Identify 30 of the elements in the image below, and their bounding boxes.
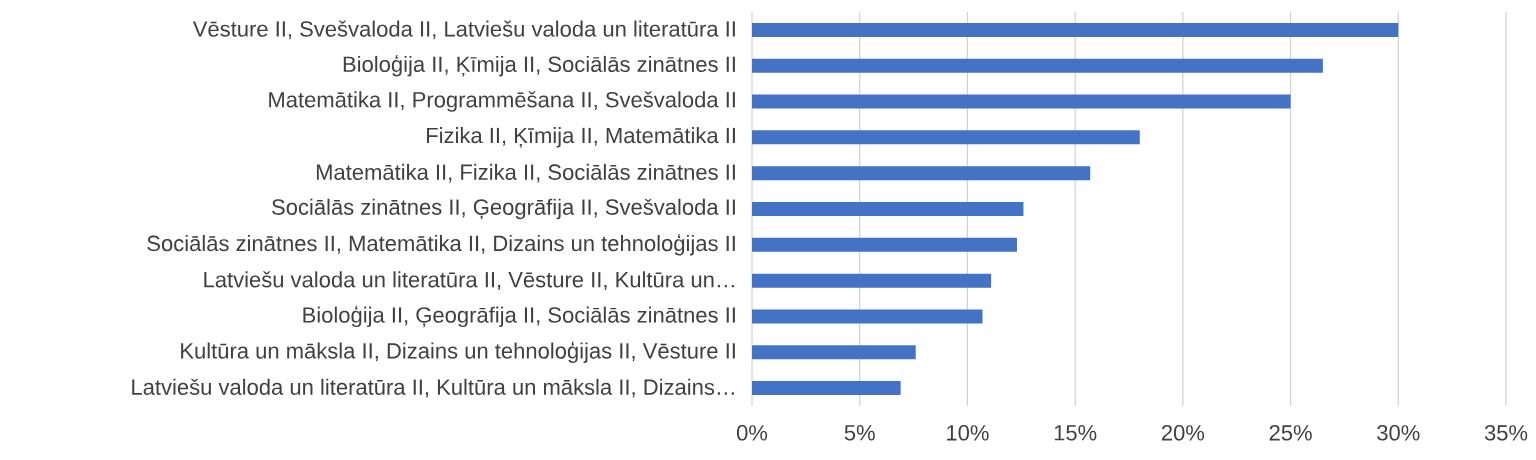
y-tick-label: Latviešu valoda un literatūra II, Vēsture II, Kultūra un… [204,271,734,291]
y-tick-label: Bioloģija II, Ķīmija II, Sociālās zinātnes II [343,54,735,77]
y-tick-label: Vēsture II, Svešvaloda II, Latviešu valoda un literatūra II [192,20,735,40]
bar [752,273,992,288]
y-tick-label: Sociālās zinātnes II, Matemātika II, Dizains un tehnoloģijas II [147,234,735,256]
bar [752,309,983,324]
y-tick-label: Matemātika II, Programmēšana II, Svešvaloda II [269,91,735,112]
y-tick-label: Fizika II, Ķīmija II, Matemātika II [427,127,735,148]
bar [752,237,1017,252]
x-tick-label: 20% [1161,425,1205,441]
bar [752,130,1140,145]
bar [752,166,1091,181]
x-tick-label: 15% [1054,425,1097,441]
x-tick-label: 25% [1269,425,1312,441]
x-tick-label: 5% [844,425,875,441]
bar [752,22,1399,37]
x-tick-label: 0% [736,425,768,441]
y-tick-label: Kultūra un māksla II, Dizains un tehnoloģijas II, Vēsture II [181,341,735,363]
bar [752,345,916,360]
y-tick-label: Sociālās zinātnes II, Ģeogrāfija II, Svešvaloda II [272,198,735,220]
bar [752,94,1291,109]
bar [752,58,1323,73]
y-tick-label: Latviešu valoda un literatūra II, Kultūra un māksla II, Dizains… [132,378,734,398]
bar [752,381,901,396]
y-tick-label: Matemātika II, Fizika II, Sociālās zinātnes II [316,163,735,183]
x-tick-label: 35% [1484,425,1528,441]
y-tick-label: Bioloģija II, Ģeogrāfija II, Sociālās zinātnes II [303,305,735,328]
bar [752,202,1024,216]
x-tick-label: 10% [947,425,989,441]
x-tick-label: 30% [1377,425,1420,441]
